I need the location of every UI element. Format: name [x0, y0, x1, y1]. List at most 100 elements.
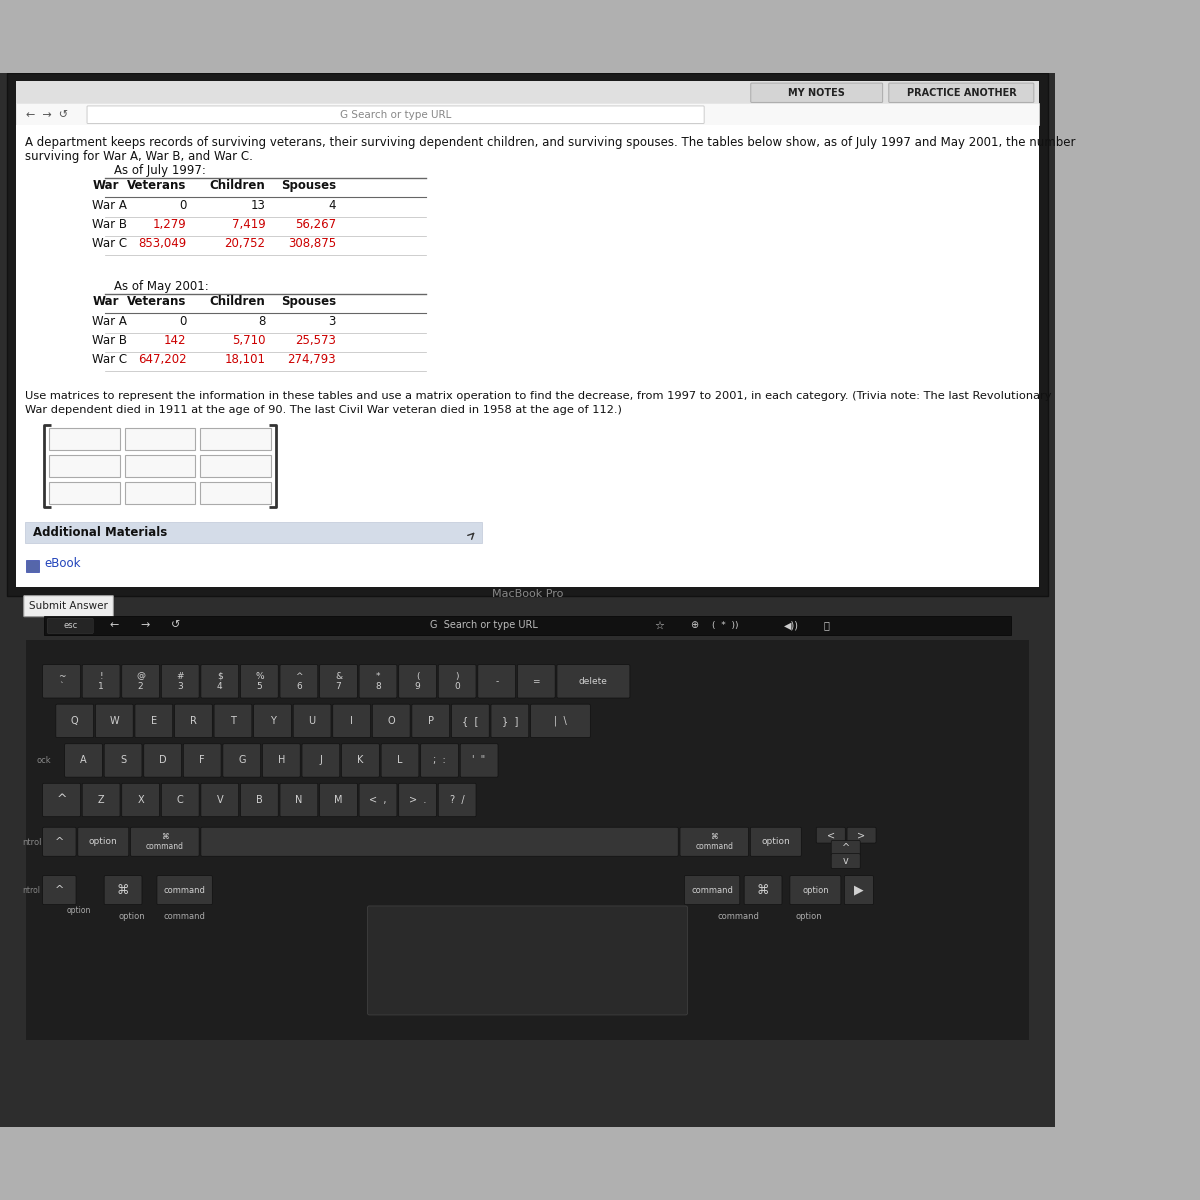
FancyBboxPatch shape: [43, 827, 76, 857]
Text: 142: 142: [164, 334, 186, 347]
FancyBboxPatch shape: [293, 704, 331, 738]
Text: A: A: [80, 756, 86, 766]
Text: ?  /: ? /: [450, 794, 464, 805]
Text: ^
6: ^ 6: [295, 672, 302, 691]
Text: 3: 3: [329, 314, 336, 328]
Text: <  ,: < ,: [370, 794, 386, 805]
Text: 13: 13: [251, 199, 265, 211]
Text: command: command: [691, 886, 733, 895]
FancyBboxPatch shape: [43, 665, 80, 698]
FancyBboxPatch shape: [82, 665, 120, 698]
Text: v: v: [842, 856, 848, 866]
Text: A department keeps records of surviving veterans, their surviving dependent chil: A department keeps records of surviving …: [25, 136, 1075, 149]
FancyBboxPatch shape: [421, 744, 458, 778]
FancyBboxPatch shape: [43, 876, 76, 905]
Text: <: <: [827, 830, 835, 840]
FancyBboxPatch shape: [680, 827, 749, 857]
Text: '  ": ' ": [473, 756, 486, 766]
FancyBboxPatch shape: [684, 876, 739, 905]
Text: option: option: [796, 912, 822, 920]
Text: 56,267: 56,267: [295, 218, 336, 230]
FancyBboxPatch shape: [847, 827, 876, 844]
Text: Children: Children: [210, 179, 265, 192]
FancyBboxPatch shape: [253, 704, 292, 738]
Text: Veterans: Veterans: [127, 295, 186, 308]
Text: B: B: [256, 794, 263, 805]
FancyBboxPatch shape: [398, 784, 437, 817]
Text: J: J: [319, 756, 323, 766]
FancyBboxPatch shape: [302, 744, 340, 778]
FancyBboxPatch shape: [359, 784, 397, 817]
FancyBboxPatch shape: [82, 784, 120, 817]
Text: delete: delete: [578, 677, 608, 686]
Text: Spouses: Spouses: [281, 179, 336, 192]
FancyBboxPatch shape: [131, 827, 199, 857]
Text: 🔇: 🔇: [823, 620, 829, 630]
FancyBboxPatch shape: [372, 704, 410, 738]
Text: ock: ock: [37, 756, 52, 766]
Text: O: O: [388, 716, 395, 726]
Text: As of May 2001:: As of May 2001:: [114, 280, 209, 293]
FancyBboxPatch shape: [16, 82, 1039, 103]
Text: 853,049: 853,049: [138, 238, 186, 251]
FancyBboxPatch shape: [750, 827, 802, 857]
Text: War B: War B: [92, 218, 127, 230]
Text: 274,793: 274,793: [287, 353, 336, 366]
Text: Z: Z: [97, 794, 104, 805]
Text: H: H: [277, 756, 286, 766]
Text: ^: ^: [56, 793, 67, 806]
Text: →: →: [140, 620, 150, 630]
FancyBboxPatch shape: [7, 72, 1048, 595]
FancyBboxPatch shape: [367, 906, 688, 1015]
Text: ☆: ☆: [654, 620, 665, 630]
Text: MacBook Pro: MacBook Pro: [492, 589, 563, 599]
FancyBboxPatch shape: [121, 784, 160, 817]
FancyBboxPatch shape: [889, 83, 1034, 102]
Text: }  ]: } ]: [502, 716, 518, 726]
Text: @
2: @ 2: [136, 672, 145, 691]
Text: =: =: [533, 677, 540, 686]
Text: ⌘: ⌘: [116, 883, 130, 896]
Text: M: M: [335, 794, 343, 805]
Text: T: T: [230, 716, 236, 726]
Text: W: W: [109, 716, 119, 726]
FancyBboxPatch shape: [121, 665, 160, 698]
FancyBboxPatch shape: [49, 482, 120, 504]
Text: War A: War A: [92, 199, 127, 211]
FancyBboxPatch shape: [48, 618, 94, 634]
Text: 8: 8: [258, 314, 265, 328]
FancyBboxPatch shape: [491, 704, 529, 738]
Text: ^: ^: [55, 836, 64, 847]
Text: R: R: [190, 716, 197, 726]
Text: 1,279: 1,279: [152, 218, 186, 230]
FancyBboxPatch shape: [125, 482, 196, 504]
Text: N: N: [295, 794, 302, 805]
FancyBboxPatch shape: [24, 595, 114, 617]
FancyBboxPatch shape: [49, 455, 120, 476]
FancyBboxPatch shape: [359, 665, 397, 698]
FancyBboxPatch shape: [104, 744, 142, 778]
Text: War: War: [92, 295, 119, 308]
FancyBboxPatch shape: [184, 744, 221, 778]
Text: 5,710: 5,710: [232, 334, 265, 347]
Text: ▶: ▶: [854, 883, 864, 896]
FancyBboxPatch shape: [332, 704, 371, 738]
Text: #
3: # 3: [176, 672, 184, 691]
Text: (  *  )): ( * )): [712, 620, 738, 630]
Text: F: F: [199, 756, 205, 766]
Text: ⌘
command: ⌘ command: [695, 832, 733, 852]
Text: &
7: & 7: [335, 672, 342, 691]
Text: As of July 1997:: As of July 1997:: [114, 164, 206, 176]
Text: ⌘: ⌘: [757, 883, 769, 896]
Text: >: >: [858, 830, 865, 840]
Text: 7,419: 7,419: [232, 218, 265, 230]
FancyBboxPatch shape: [280, 784, 318, 817]
Text: War C: War C: [92, 238, 127, 251]
FancyBboxPatch shape: [78, 827, 128, 857]
FancyBboxPatch shape: [200, 827, 678, 857]
Text: ntrol: ntrol: [22, 887, 40, 895]
FancyBboxPatch shape: [398, 665, 437, 698]
Text: -: -: [496, 677, 498, 686]
Text: ◀)): ◀)): [784, 620, 799, 630]
Text: option: option: [762, 838, 790, 846]
